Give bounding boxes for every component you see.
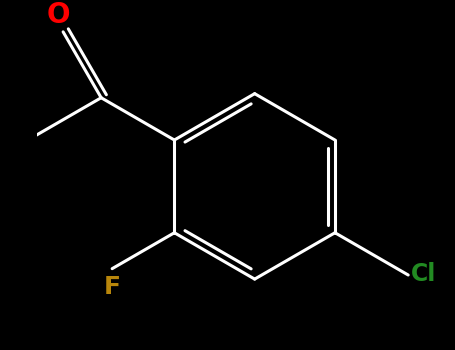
Text: Cl: Cl [411, 262, 436, 286]
Text: F: F [104, 275, 121, 299]
Text: O: O [47, 1, 71, 29]
